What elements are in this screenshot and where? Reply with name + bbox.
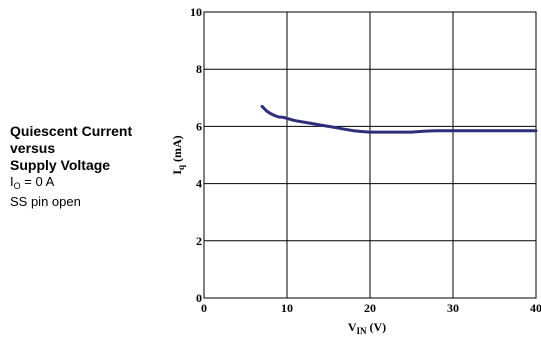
series-layer xyxy=(262,106,536,132)
x-tick-label: 20 xyxy=(364,301,376,315)
x-tick-label: 40 xyxy=(530,301,541,315)
x-axis-label-subscript: IN xyxy=(356,326,367,336)
grid-lines xyxy=(204,12,536,298)
x-tick-label: 30 xyxy=(447,301,459,315)
x-axis-label: VIN (V) xyxy=(348,320,386,336)
x-tick-label: 10 xyxy=(281,301,293,315)
y-tick-labels: 0 2 4 6 8 10 xyxy=(190,5,202,305)
y-tick-label: 8 xyxy=(196,62,202,76)
y-tick-label: 4 xyxy=(196,177,202,191)
y-tick-label: 10 xyxy=(190,5,202,19)
y-tick-label: 6 xyxy=(196,119,202,133)
x-axis-label-main: V xyxy=(348,320,357,334)
x-tick-labels: 0 10 20 30 40 xyxy=(201,301,541,315)
y-axis-label-unit: (mA) xyxy=(170,135,184,165)
x-axis-label-unit: (V) xyxy=(367,320,387,334)
series-line xyxy=(262,106,536,132)
y-tick-label: 2 xyxy=(196,234,202,248)
y-axis-label: Iq (mA) xyxy=(170,135,186,174)
y-tick-label: 0 xyxy=(196,291,202,305)
